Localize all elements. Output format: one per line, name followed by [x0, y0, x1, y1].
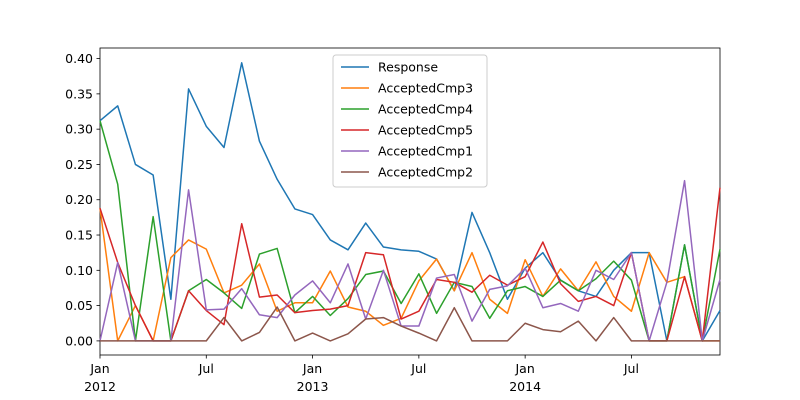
- series-lines: [99, 62, 721, 342]
- legend-label: AcceptedCmp5: [378, 123, 473, 138]
- legend-label: Response: [378, 60, 438, 75]
- y-tick-label: 0.30: [65, 122, 93, 137]
- x-tick-label: Jul: [198, 361, 214, 376]
- x-axis: Jan 2012 Jul Jan 2013 Jul Jan 2014 Jul: [84, 355, 639, 394]
- y-tick-label: 0.15: [65, 228, 93, 243]
- legend-label: AcceptedCmp2: [378, 165, 473, 180]
- y-tick-label: 0.25: [65, 157, 93, 172]
- plot-area: [99, 47, 721, 356]
- legend-label: AcceptedCmp4: [378, 102, 473, 117]
- legend-label: AcceptedCmp1: [378, 144, 473, 159]
- y-tick-label: 0.40: [65, 51, 93, 66]
- series-line-acceptedcmp4: [99, 120, 721, 342]
- x-tick-year-label: 2014: [509, 379, 541, 394]
- x-tick-year-label: 2012: [84, 379, 116, 394]
- series-line-acceptedcmp1: [99, 179, 721, 342]
- y-axis: 0.00 0.05 0.10 0.15 0.20 0.25 0.30 0.35 0.40: [65, 51, 100, 348]
- y-tick-label: 0.20: [65, 192, 93, 207]
- series-line-acceptedcmp5: [99, 187, 721, 342]
- y-tick-label: 0.10: [65, 263, 93, 278]
- x-tick-label: Jan: [89, 361, 109, 376]
- legend-box: [332, 54, 488, 188]
- y-tick-label: 0.35: [65, 86, 93, 101]
- x-tick-label: Jan: [302, 361, 322, 376]
- series-line-response: [99, 62, 721, 342]
- series-line-acceptedcmp2: [100, 306, 720, 342]
- x-tick-label: Jul: [623, 361, 639, 376]
- legend-label: AcceptedCmp3: [378, 81, 473, 96]
- x-tick-label: Jan: [515, 361, 535, 376]
- axes-frame: [99, 47, 721, 356]
- legend: Response AcceptedCmp3 AcceptedCmp4 Accepted…: [332, 54, 488, 188]
- y-tick-label: 0.00: [65, 333, 93, 348]
- x-tick-year-label: 2013: [297, 379, 329, 394]
- y-tick-label: 0.05: [65, 298, 93, 313]
- x-tick-label: Jul: [410, 361, 426, 376]
